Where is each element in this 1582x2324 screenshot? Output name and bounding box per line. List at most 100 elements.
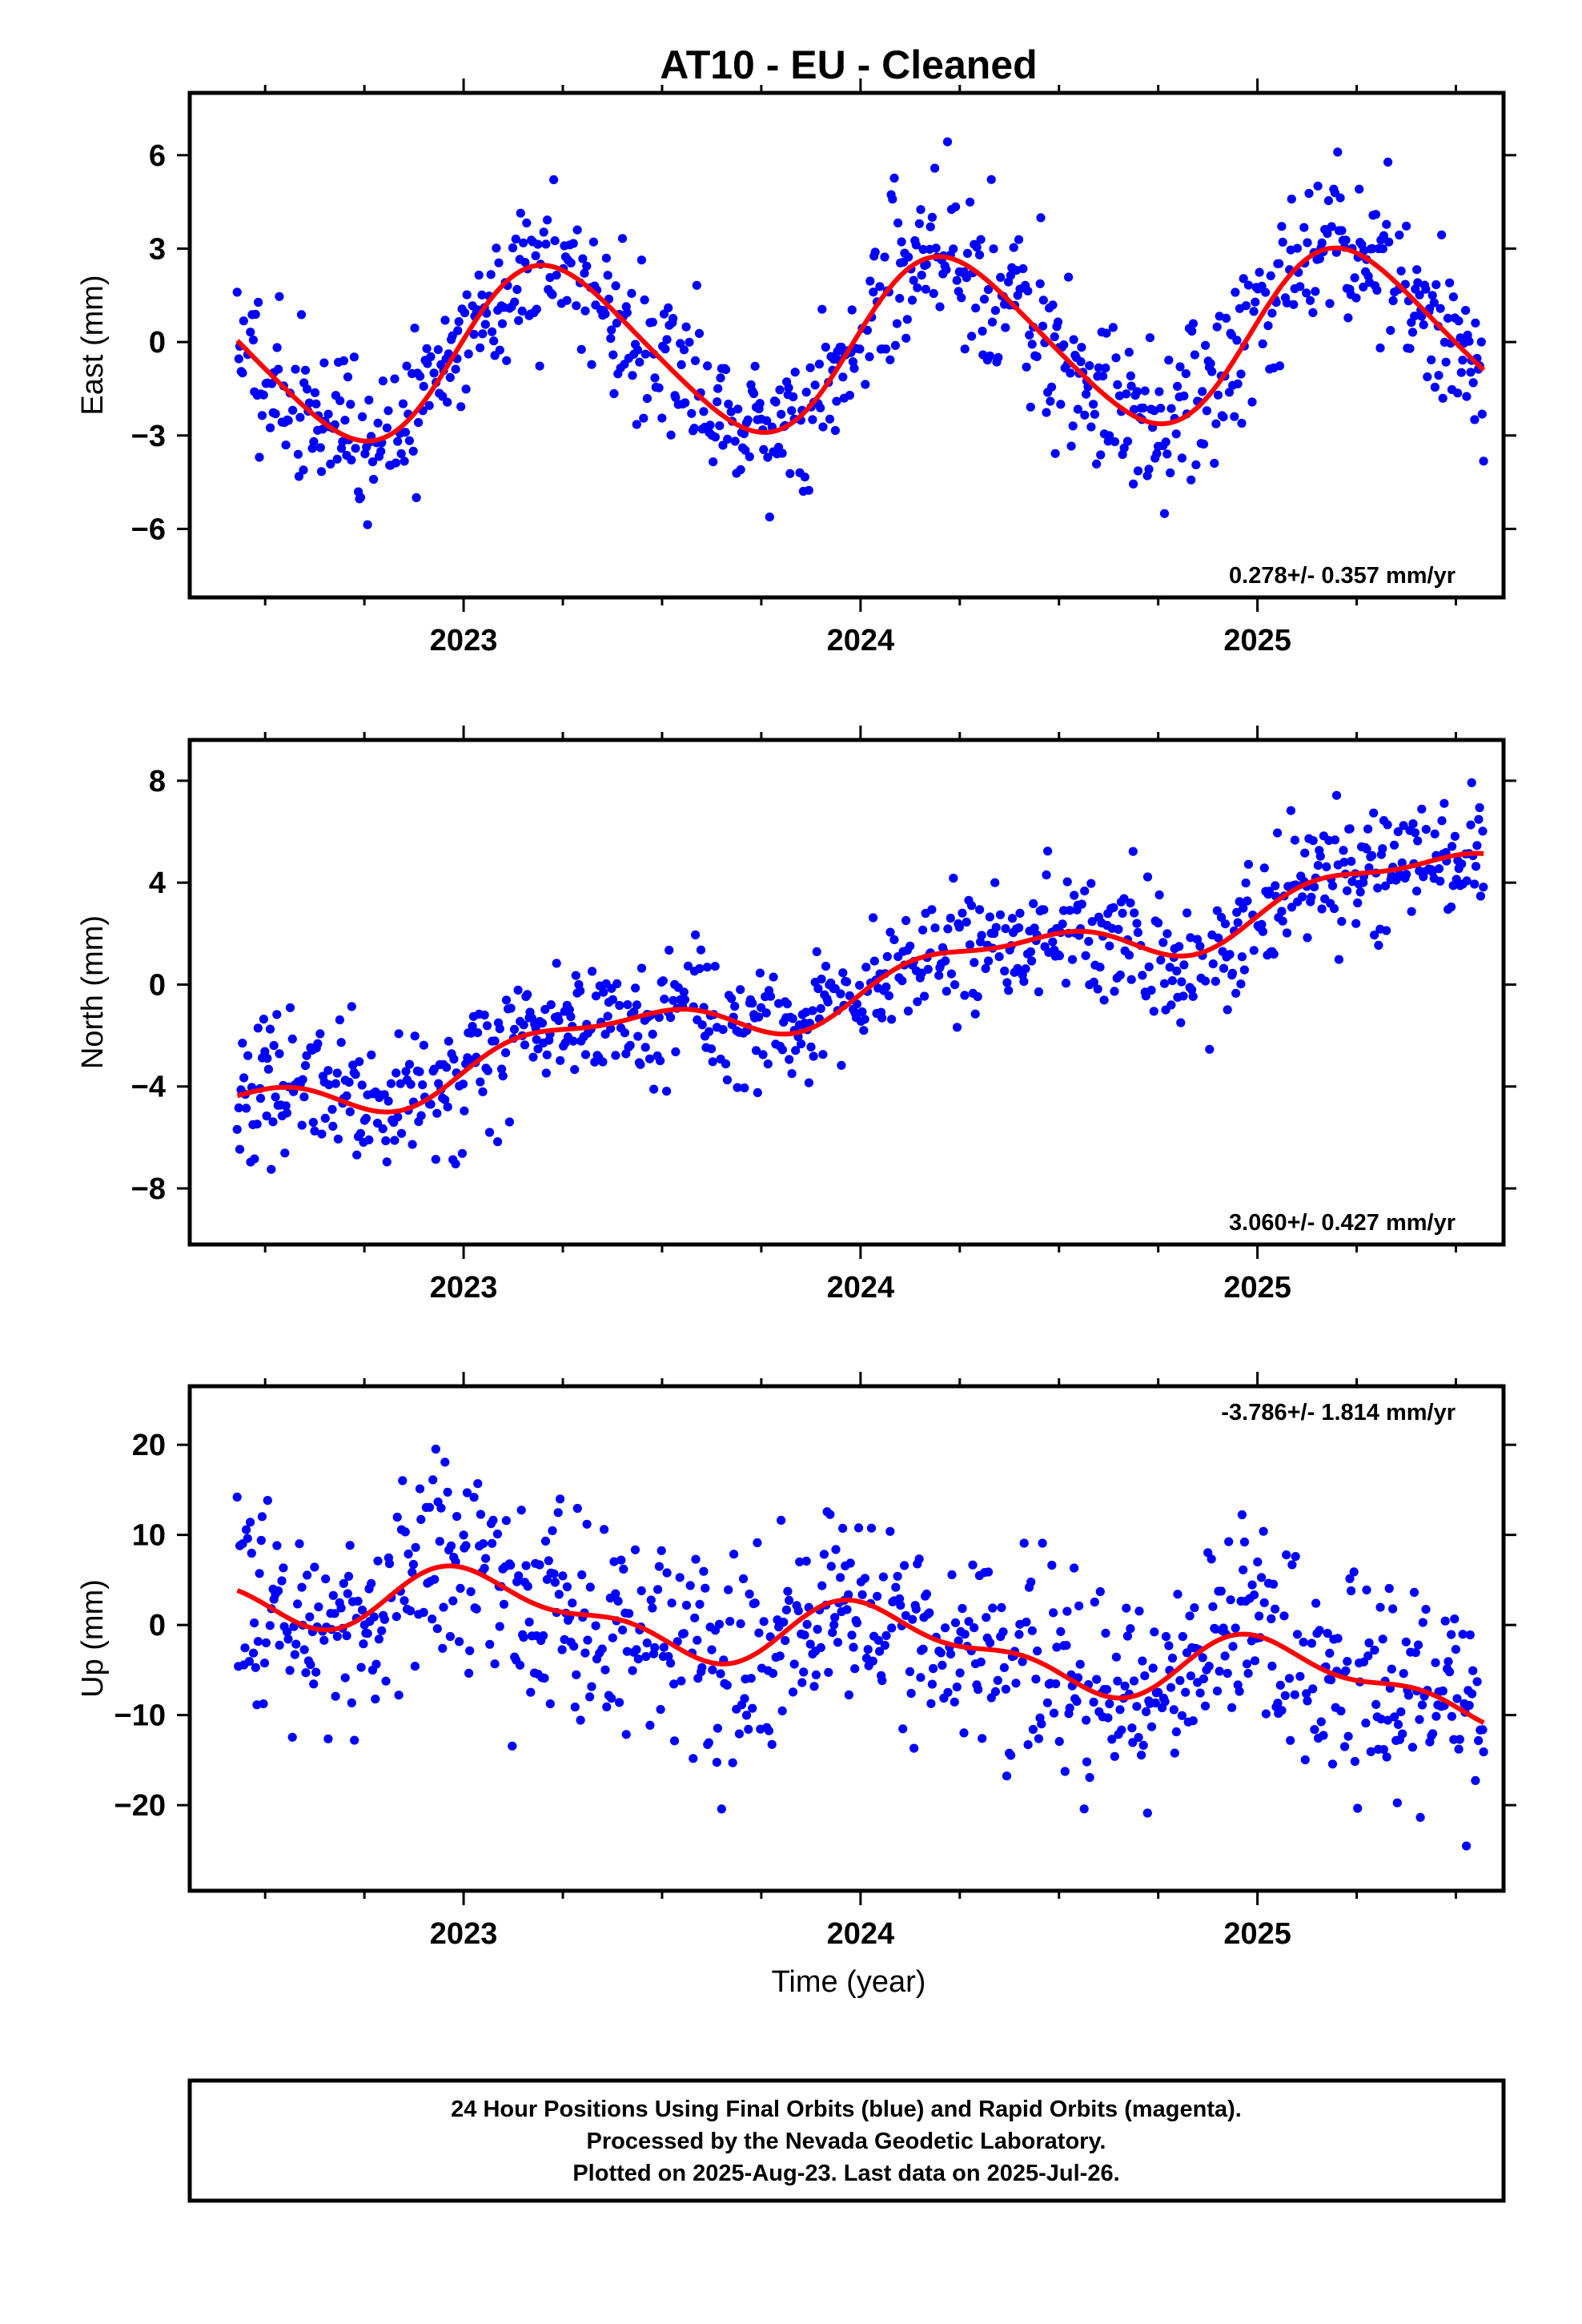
data-point bbox=[1407, 328, 1418, 337]
data-point bbox=[888, 195, 897, 204]
data-point bbox=[1034, 987, 1043, 997]
data-point bbox=[1126, 381, 1136, 391]
data-point bbox=[679, 987, 689, 997]
data-point bbox=[990, 306, 1000, 316]
data-point bbox=[656, 1546, 666, 1555]
data-point bbox=[1149, 1007, 1158, 1016]
data-point bbox=[576, 1715, 585, 1725]
data-point bbox=[709, 457, 718, 467]
data-point bbox=[553, 1508, 563, 1518]
data-point bbox=[1310, 1725, 1319, 1735]
data-point bbox=[927, 212, 937, 222]
data-point bbox=[1188, 991, 1198, 1001]
data-point bbox=[390, 1136, 400, 1145]
data-point bbox=[1287, 1560, 1297, 1570]
data-point bbox=[1242, 1659, 1252, 1669]
data-point bbox=[382, 1157, 391, 1167]
data-point bbox=[369, 475, 379, 485]
data-point bbox=[582, 261, 592, 271]
data-point bbox=[629, 1007, 639, 1017]
data-point bbox=[1363, 824, 1373, 834]
data-point bbox=[1031, 1675, 1041, 1684]
data-point bbox=[1108, 323, 1118, 332]
data-point bbox=[736, 464, 745, 475]
data-point bbox=[1355, 887, 1365, 897]
data-point bbox=[1226, 1595, 1235, 1605]
data-point bbox=[301, 1668, 311, 1678]
data-point bbox=[1150, 1627, 1159, 1637]
data-point bbox=[585, 1692, 595, 1702]
data-point bbox=[1095, 963, 1105, 972]
data-point bbox=[789, 392, 798, 402]
data-point bbox=[1167, 976, 1177, 986]
data-point bbox=[1367, 850, 1377, 860]
data-point bbox=[440, 1458, 450, 1467]
data-point bbox=[406, 1080, 416, 1089]
data-point bbox=[1175, 362, 1185, 372]
data-point bbox=[689, 424, 699, 433]
data-point bbox=[294, 472, 303, 481]
data-point bbox=[869, 913, 878, 923]
footer-box: 24 Hour Positions Using Final Orbits (bl… bbox=[187, 2078, 1506, 2203]
data-point bbox=[785, 468, 795, 479]
data-point bbox=[331, 1079, 340, 1088]
data-point bbox=[1413, 278, 1423, 287]
data-point bbox=[1450, 831, 1460, 841]
data-point bbox=[519, 1633, 528, 1642]
data-point bbox=[1405, 344, 1415, 353]
north-axis-title: North (mm) bbox=[76, 915, 110, 1069]
data-point bbox=[1392, 1798, 1402, 1807]
data-point bbox=[692, 280, 701, 290]
data-point bbox=[516, 1506, 526, 1515]
data-point bbox=[619, 1564, 628, 1574]
data-point bbox=[1129, 404, 1138, 414]
data-point bbox=[549, 1569, 559, 1578]
x-tick-label: 2023 bbox=[430, 1917, 498, 1951]
x-tick-label: 2024 bbox=[827, 624, 895, 657]
data-point bbox=[1299, 223, 1309, 232]
north-fit-line bbox=[236, 850, 1484, 1115]
data-point bbox=[873, 1635, 883, 1645]
data-point bbox=[1080, 887, 1090, 896]
data-point bbox=[946, 913, 955, 923]
data-point bbox=[1101, 1628, 1110, 1638]
data-point bbox=[398, 399, 408, 408]
data-point bbox=[892, 319, 901, 328]
data-point bbox=[1042, 870, 1051, 880]
data-point bbox=[391, 1068, 401, 1078]
data-point bbox=[459, 1530, 468, 1540]
data-point bbox=[402, 361, 412, 371]
data-point bbox=[885, 927, 895, 937]
data-point bbox=[1366, 1747, 1375, 1756]
data-point bbox=[1043, 846, 1053, 856]
data-point bbox=[650, 373, 660, 383]
data-point bbox=[1019, 977, 1029, 987]
data-point bbox=[424, 1502, 435, 1512]
data-point bbox=[1350, 273, 1359, 283]
data-point bbox=[1267, 1614, 1276, 1623]
data-point bbox=[261, 1638, 271, 1647]
data-point bbox=[442, 1063, 452, 1072]
data-point bbox=[519, 238, 528, 247]
data-point bbox=[1364, 863, 1374, 873]
data-point bbox=[1032, 352, 1042, 361]
data-point bbox=[393, 1112, 403, 1122]
data-point bbox=[436, 1503, 446, 1513]
data-point bbox=[926, 1699, 936, 1708]
data-point bbox=[1336, 1707, 1346, 1716]
data-point bbox=[603, 271, 612, 280]
up-points bbox=[232, 1444, 1488, 1851]
data-point bbox=[1036, 213, 1046, 223]
data-point bbox=[920, 991, 930, 1001]
data-point bbox=[1345, 1574, 1355, 1583]
data-point bbox=[1026, 947, 1035, 957]
data-point bbox=[1353, 1803, 1363, 1813]
data-point bbox=[1030, 923, 1039, 933]
data-point bbox=[1207, 1554, 1216, 1564]
data-point bbox=[1337, 917, 1347, 927]
data-point bbox=[1007, 914, 1018, 923]
data-point bbox=[355, 493, 366, 502]
data-point bbox=[1333, 1634, 1343, 1643]
data-point bbox=[1140, 1671, 1150, 1681]
data-point bbox=[801, 388, 811, 397]
